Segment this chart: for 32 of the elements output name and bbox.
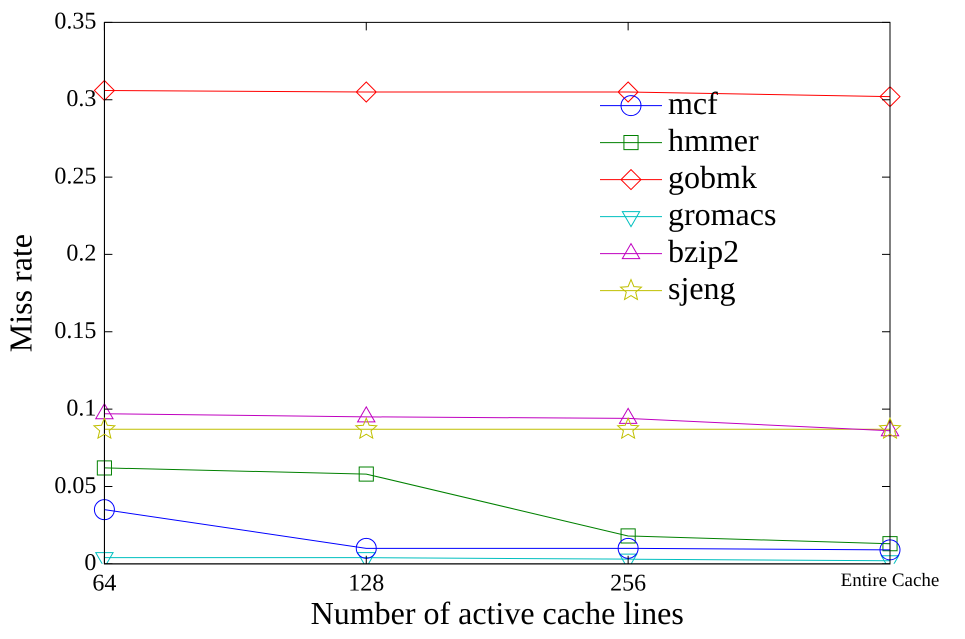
point (880, 86, 900, 108)
legend-label: gobmk (668, 159, 757, 196)
x-tick-label: Entire Cache (840, 570, 940, 592)
legend-label: bzip2 (668, 233, 740, 270)
point (620, 528, 636, 544)
y-tick-label: 0.25 (54, 163, 96, 190)
y-tick-label: 0.05 (54, 472, 96, 499)
y-tick-label: 0.1 (66, 395, 96, 422)
point (96, 460, 112, 476)
y-tick-label: 0.2 (66, 240, 96, 267)
point (880, 539, 900, 560)
point (358, 466, 374, 482)
x-tick-label: 128 (348, 570, 384, 596)
y-tick-label: 0.15 (54, 318, 96, 344)
point (618, 538, 639, 559)
point (356, 82, 377, 103)
y-tick-label: 0.3 (66, 86, 96, 112)
point (94, 80, 115, 101)
point (617, 418, 640, 439)
point (356, 538, 377, 559)
y-tick-label: 0.35 (54, 8, 96, 35)
point (94, 499, 115, 520)
x-tick-label: 256 (610, 570, 646, 596)
point (93, 418, 116, 439)
legend-label: mcf (668, 85, 718, 122)
point (355, 418, 378, 439)
legend-label: sjeng (668, 270, 736, 306)
point (618, 82, 639, 103)
legend-label: hmmer (668, 122, 759, 158)
y-axis-title: Miss rate (2, 234, 39, 352)
legend-label: gromacs (668, 196, 776, 232)
x-axis-title: Number of active cache lines (310, 595, 684, 632)
